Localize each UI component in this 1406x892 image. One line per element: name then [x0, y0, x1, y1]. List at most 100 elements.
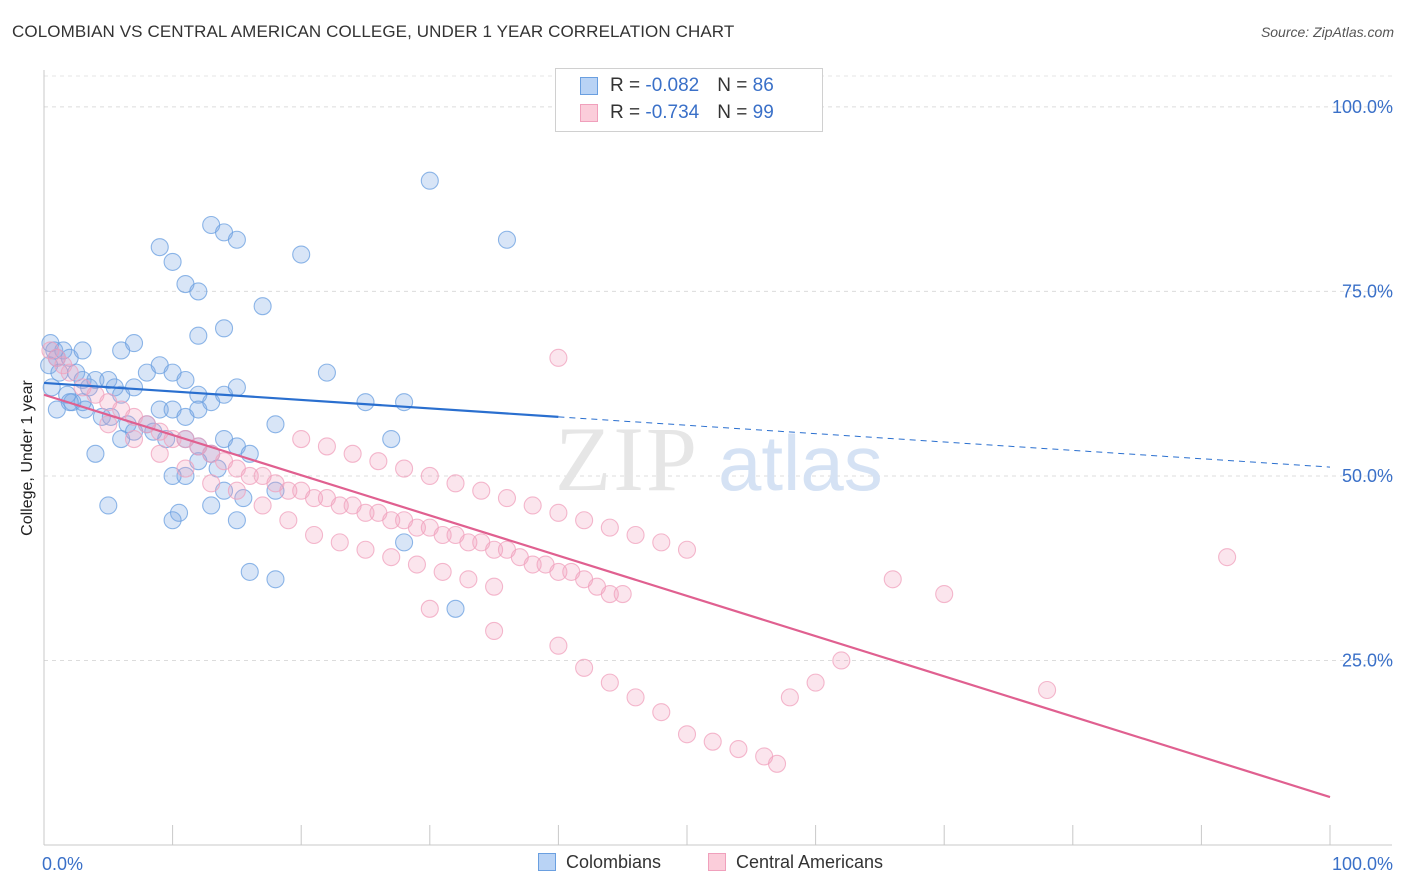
- central-americans-point: [600, 584, 619, 604]
- legend-r-value: -0.734: [645, 102, 700, 123]
- legend-row-central-americans: R = -0.734 N = 99: [580, 102, 774, 126]
- colombians-point: [266, 481, 285, 500]
- colombians-point: [99, 370, 118, 390]
- central-americans-point: [356, 540, 375, 559]
- central-americans-point: [652, 533, 671, 552]
- data-points: [40, 171, 1237, 773]
- central-americans-point: [369, 452, 388, 471]
- legend: R = -0.082 N = 86 R = -0.734 N = 99: [555, 68, 823, 132]
- central-americans-point: [523, 555, 542, 574]
- central-americans-point: [626, 688, 645, 707]
- y-tick-label: 25.0%: [1342, 650, 1393, 670]
- central-americans-point: [407, 555, 426, 574]
- legend-r-label: R =: [610, 75, 646, 96]
- central-americans-point: [420, 599, 439, 618]
- central-americans-point: [305, 489, 324, 508]
- colombians-point: [99, 496, 118, 515]
- central-americans-point: [485, 621, 504, 641]
- central-americans-point: [395, 459, 414, 478]
- colombians-point: [253, 297, 272, 316]
- colombians-point: [292, 245, 311, 264]
- colombians-point: [382, 429, 401, 449]
- colombians-point: [101, 407, 120, 426]
- colombians-point: [163, 252, 182, 271]
- colombians-point: [40, 356, 59, 375]
- central-americans-point: [935, 584, 954, 604]
- central-americans-point: [472, 481, 491, 500]
- bottom-legend-central-americans: Central Americans: [708, 852, 883, 873]
- legend-n-label: N =: [717, 102, 753, 123]
- central-americans-point: [703, 732, 722, 751]
- colombians-point: [234, 489, 253, 508]
- central-americans-point: [60, 363, 79, 382]
- colombians-point: [189, 282, 208, 301]
- legend-swatch-central-americans: [580, 103, 598, 122]
- colombians-point: [54, 341, 73, 360]
- central-americans-point: [317, 437, 336, 456]
- bottom-legend-label-central-americans: Central Americans: [736, 852, 884, 872]
- central-americans-point: [767, 754, 787, 773]
- central-americans-point: [99, 415, 118, 434]
- central-americans-point: [832, 651, 851, 670]
- colombians-point: [227, 230, 246, 249]
- legend-r-value: -0.082: [645, 75, 700, 96]
- central-americans-point: [150, 444, 169, 463]
- central-americans-point: [626, 525, 645, 545]
- central-americans-point: [176, 459, 195, 478]
- colombians-point: [176, 466, 195, 486]
- central-americans-point: [1218, 548, 1237, 567]
- central-americans-point: [420, 466, 439, 486]
- axes: [43, 70, 1392, 846]
- central-americans-point: [677, 725, 697, 744]
- central-americans-point: [497, 489, 517, 508]
- bottom-legend-colombians: Colombians: [538, 852, 661, 873]
- colombians-point: [163, 511, 182, 530]
- colombians-point: [227, 378, 246, 397]
- central-americans-point: [330, 533, 349, 552]
- central-americans-point: [47, 348, 66, 367]
- colombians-point: [189, 326, 208, 345]
- central-americans-point: [356, 503, 375, 522]
- colombians-point: [73, 341, 92, 360]
- x-tick-label: 100.0%: [1332, 854, 1393, 874]
- central-americans-point: [382, 511, 401, 530]
- central-americans-point: [433, 562, 452, 581]
- legend-r-label: R =: [610, 102, 646, 123]
- central-americans-point: [806, 673, 825, 692]
- bottom-legend-label-colombians: Colombians: [566, 852, 662, 872]
- central-americans-point: [459, 533, 478, 552]
- central-americans-point: [575, 511, 594, 530]
- y-tick-label: 75.0%: [1342, 281, 1393, 301]
- x-tick-label: 0.0%: [42, 854, 83, 874]
- central-americans-point: [600, 518, 619, 537]
- colombians-point: [420, 171, 439, 190]
- tick-labels: 25.0% 50.0% 75.0% 100.0% 0.0% 100.0%: [42, 97, 1393, 874]
- legend-n-value: 86: [752, 75, 774, 96]
- central-americans-point: [549, 636, 568, 655]
- central-americans-point: [575, 658, 594, 677]
- central-americans-point: [613, 584, 632, 604]
- colombians-point: [395, 533, 414, 552]
- colombians-point: [446, 599, 465, 618]
- central-americans-point: [202, 474, 221, 493]
- colombians-point: [266, 415, 285, 434]
- colombians-point: [47, 400, 66, 419]
- y-axis-label: College, Under 1 year: [19, 379, 36, 536]
- central-americans-point: [652, 703, 671, 722]
- central-americans-point: [549, 348, 568, 367]
- colombians-point: [176, 370, 195, 390]
- central-americans-point: [600, 673, 619, 692]
- y-tick-label: 50.0%: [1342, 466, 1393, 486]
- colombians-point: [42, 378, 61, 397]
- central-americans-point: [124, 429, 144, 449]
- colombians-trend-extension: [558, 416, 1331, 468]
- legend-swatch-colombians: [580, 76, 598, 95]
- central-americans-point: [54, 356, 73, 375]
- colombians-point: [227, 511, 246, 530]
- watermark-atlas: atlas: [718, 419, 883, 507]
- central-americans-point: [292, 429, 311, 449]
- trend-lines: [43, 381, 1331, 799]
- colombians-point: [150, 238, 169, 257]
- central-americans-point: [883, 570, 902, 589]
